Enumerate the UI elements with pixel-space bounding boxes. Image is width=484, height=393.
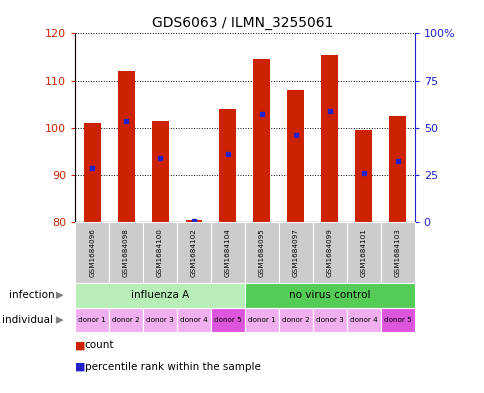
Text: donor 3: donor 3 (146, 317, 174, 323)
Text: donor 2: donor 2 (281, 317, 309, 323)
Text: donor 2: donor 2 (112, 317, 140, 323)
Text: influenza A: influenza A (131, 290, 189, 300)
Text: individual: individual (2, 315, 53, 325)
Text: count: count (85, 340, 114, 350)
Text: GDS6063 / ILMN_3255061: GDS6063 / ILMN_3255061 (151, 16, 333, 30)
Text: donor 4: donor 4 (349, 317, 377, 323)
Text: GSM1684100: GSM1684100 (157, 228, 163, 277)
Bar (354, 130, 371, 222)
Text: percentile rank within the sample: percentile rank within the sample (85, 362, 260, 372)
Text: GSM1684095: GSM1684095 (258, 228, 264, 277)
Text: GSM1684096: GSM1684096 (89, 228, 95, 277)
Bar (219, 109, 236, 222)
Text: GSM1684103: GSM1684103 (394, 228, 400, 277)
Text: ■: ■ (75, 362, 86, 372)
Bar (320, 55, 337, 222)
Text: no virus control: no virus control (288, 290, 370, 300)
Bar (287, 90, 303, 222)
Text: GSM1684097: GSM1684097 (292, 228, 298, 277)
Text: GSM1684104: GSM1684104 (225, 228, 230, 277)
Text: donor 4: donor 4 (180, 317, 208, 323)
Text: donor 1: donor 1 (78, 317, 106, 323)
Text: infection: infection (9, 290, 54, 300)
Text: ■: ■ (75, 340, 86, 350)
Bar (83, 123, 101, 222)
Bar (388, 116, 405, 222)
Text: donor 3: donor 3 (315, 317, 343, 323)
Text: donor 5: donor 5 (383, 317, 411, 323)
Bar (151, 121, 168, 222)
Text: donor 1: donor 1 (247, 317, 275, 323)
Bar (117, 71, 134, 222)
Text: GSM1684101: GSM1684101 (360, 228, 366, 277)
Text: GSM1684102: GSM1684102 (191, 228, 197, 277)
Text: GSM1684099: GSM1684099 (326, 228, 332, 277)
Text: donor 5: donor 5 (213, 317, 242, 323)
Bar (253, 59, 270, 222)
Text: GSM1684098: GSM1684098 (123, 228, 129, 277)
Bar (185, 220, 202, 222)
